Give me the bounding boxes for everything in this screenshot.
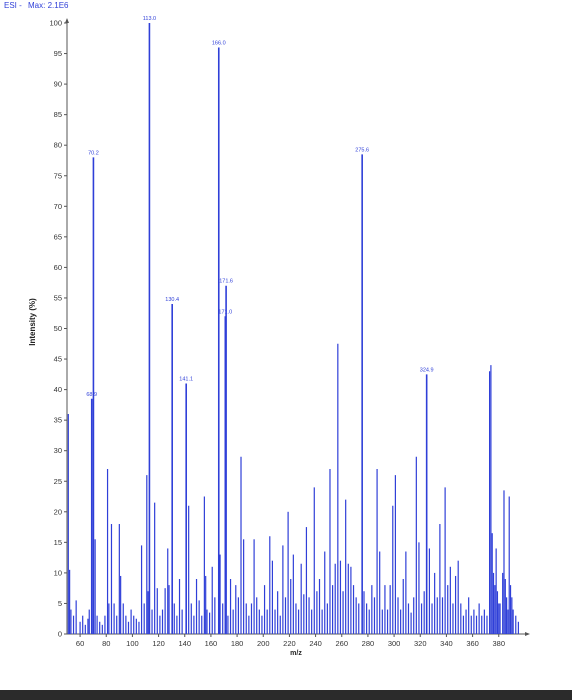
- y-tick-label: 20: [54, 507, 62, 516]
- x-tick-label: 240: [309, 639, 322, 648]
- x-tick-label: 100: [126, 639, 139, 648]
- max-intensity-label: Max: 2.1E6: [28, 1, 69, 10]
- x-axis: 60 80 100 120 140 160 180 200 220 240 260 280 300 320…: [67, 632, 530, 648]
- y-tick-label: 95: [54, 49, 62, 58]
- y-tick-label: 65: [54, 232, 62, 241]
- x-tick-label: 300: [388, 639, 401, 648]
- y-tick-label: 25: [54, 477, 62, 486]
- y-tick-label: 100: [49, 19, 62, 28]
- x-tick-label: 60: [76, 639, 84, 648]
- y-axis-arrow: [65, 18, 69, 23]
- y-tick-label: 90: [54, 80, 62, 89]
- spectrum-bars: [67, 23, 519, 634]
- y-tick-label: 5: [58, 599, 62, 608]
- x-tick-label: 140: [178, 639, 191, 648]
- bottom-bar: [0, 690, 572, 700]
- y-tick-label: 10: [54, 568, 62, 577]
- peak-label: 130.4: [165, 297, 179, 303]
- y-tick-label: 80: [54, 141, 62, 150]
- x-axis-arrow: [525, 632, 530, 636]
- x-tick-label: 180: [231, 639, 244, 648]
- x-tick-label: 160: [205, 639, 218, 648]
- peak-label: 113.0: [143, 16, 156, 22]
- peak-label: 166.0: [212, 40, 226, 46]
- y-tick-label: 45: [54, 355, 62, 364]
- y-tick-label: 50: [54, 324, 62, 333]
- ionization-mode-label: ESI -: [4, 1, 22, 10]
- y-tick-label: 0: [58, 630, 62, 639]
- y-tick-label: 35: [54, 416, 62, 425]
- peak-label: 324.9: [420, 367, 434, 373]
- x-tick-label: 320: [414, 639, 427, 648]
- y-tick-label: 40: [54, 385, 62, 394]
- x-tick-label: 380: [493, 639, 506, 648]
- peak-label: 171.0: [218, 309, 232, 315]
- y-axis-label: Intensity (%): [28, 298, 37, 346]
- peak-labels: 68.9 70.2 113.0 130.4 141.1 166.0 171.6 171.0 27…: [86, 16, 433, 398]
- y-tick-label: 30: [54, 446, 62, 455]
- x-tick-label: 280: [362, 639, 375, 648]
- y-tick-label: 75: [54, 171, 62, 180]
- y-tick-label: 55: [54, 293, 62, 302]
- x-tick-label: 220: [283, 639, 296, 648]
- chart-header: ESI - Max: 2.1E6: [4, 1, 72, 10]
- x-tick-label: 360: [466, 639, 479, 648]
- y-tick-label: 60: [54, 263, 62, 272]
- x-tick-label: 120: [152, 639, 165, 648]
- x-tick-label: 260: [335, 639, 348, 648]
- peak-label: 70.2: [88, 150, 99, 156]
- peak-label: 68.9: [86, 392, 97, 398]
- peak-label: 141.1: [179, 376, 193, 382]
- y-tick-label: 70: [54, 202, 62, 211]
- y-axis: 0 5 10 15 20 25 30 35 40 45 50 55 60 65 70 75 80 85 90 95 10…: [49, 18, 69, 639]
- y-tick-label: 15: [54, 538, 62, 547]
- x-tick-label: 200: [257, 639, 270, 648]
- x-tick-label: 340: [440, 639, 453, 648]
- y-tick-label: 85: [54, 110, 62, 119]
- x-axis-label: m/z: [290, 650, 302, 657]
- peak-label: 171.6: [219, 279, 233, 285]
- x-tick-label: 80: [102, 639, 110, 648]
- peak-label: 275.6: [355, 147, 369, 153]
